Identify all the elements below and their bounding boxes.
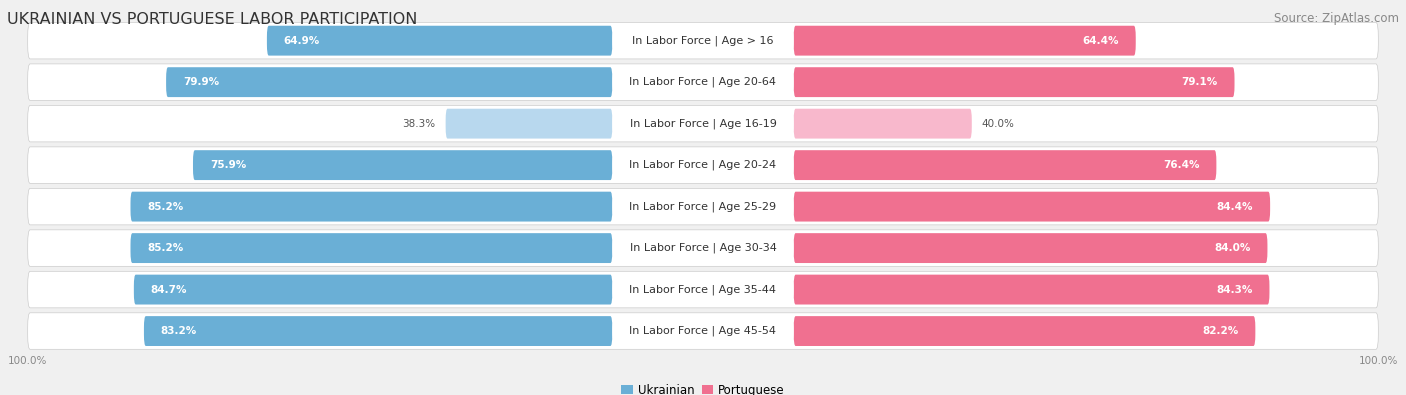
FancyBboxPatch shape (28, 271, 1378, 308)
FancyBboxPatch shape (28, 230, 1378, 266)
FancyBboxPatch shape (794, 150, 1216, 180)
FancyBboxPatch shape (193, 150, 612, 180)
Text: 75.9%: 75.9% (209, 160, 246, 170)
FancyBboxPatch shape (794, 192, 1270, 222)
FancyBboxPatch shape (794, 109, 972, 139)
Text: In Labor Force | Age 20-24: In Labor Force | Age 20-24 (630, 160, 776, 170)
FancyBboxPatch shape (794, 316, 1256, 346)
FancyBboxPatch shape (612, 281, 794, 298)
Text: 82.2%: 82.2% (1202, 326, 1239, 336)
Legend: Ukrainian, Portuguese: Ukrainian, Portuguese (621, 384, 785, 395)
Text: 84.3%: 84.3% (1216, 284, 1253, 295)
FancyBboxPatch shape (612, 240, 794, 256)
Text: UKRAINIAN VS PORTUGUESE LABOR PARTICIPATION: UKRAINIAN VS PORTUGUESE LABOR PARTICIPAT… (7, 12, 418, 27)
Text: 76.4%: 76.4% (1163, 160, 1199, 170)
FancyBboxPatch shape (612, 32, 794, 49)
FancyBboxPatch shape (794, 275, 1270, 305)
FancyBboxPatch shape (612, 157, 794, 173)
FancyBboxPatch shape (267, 26, 612, 56)
Text: 85.2%: 85.2% (148, 243, 184, 253)
FancyBboxPatch shape (446, 109, 612, 139)
Text: 84.7%: 84.7% (150, 284, 187, 295)
FancyBboxPatch shape (143, 316, 612, 346)
FancyBboxPatch shape (794, 233, 1267, 263)
Text: In Labor Force | Age 45-54: In Labor Force | Age 45-54 (630, 326, 776, 336)
Text: Source: ZipAtlas.com: Source: ZipAtlas.com (1274, 12, 1399, 25)
Text: 38.3%: 38.3% (402, 118, 436, 129)
FancyBboxPatch shape (28, 64, 1378, 100)
Text: In Labor Force | Age 16-19: In Labor Force | Age 16-19 (630, 118, 776, 129)
Text: 83.2%: 83.2% (160, 326, 197, 336)
Text: In Labor Force | Age 30-34: In Labor Force | Age 30-34 (630, 243, 776, 253)
Text: 84.4%: 84.4% (1216, 201, 1253, 212)
Text: 79.9%: 79.9% (183, 77, 219, 87)
FancyBboxPatch shape (166, 67, 612, 97)
FancyBboxPatch shape (134, 275, 612, 305)
FancyBboxPatch shape (28, 188, 1378, 225)
FancyBboxPatch shape (131, 192, 612, 222)
FancyBboxPatch shape (794, 67, 1234, 97)
FancyBboxPatch shape (28, 313, 1378, 349)
FancyBboxPatch shape (794, 26, 1136, 56)
Text: 85.2%: 85.2% (148, 201, 184, 212)
FancyBboxPatch shape (612, 74, 794, 90)
FancyBboxPatch shape (28, 23, 1378, 59)
Text: 100.0%: 100.0% (1360, 356, 1399, 366)
FancyBboxPatch shape (612, 198, 794, 215)
Text: In Labor Force | Age > 16: In Labor Force | Age > 16 (633, 36, 773, 46)
Text: 84.0%: 84.0% (1215, 243, 1251, 253)
Text: 100.0%: 100.0% (7, 356, 46, 366)
Text: 64.4%: 64.4% (1083, 36, 1119, 46)
Text: In Labor Force | Age 20-64: In Labor Force | Age 20-64 (630, 77, 776, 87)
Text: 79.1%: 79.1% (1181, 77, 1218, 87)
FancyBboxPatch shape (28, 105, 1378, 142)
FancyBboxPatch shape (28, 147, 1378, 183)
FancyBboxPatch shape (612, 115, 794, 132)
Text: In Labor Force | Age 35-44: In Labor Force | Age 35-44 (630, 284, 776, 295)
FancyBboxPatch shape (612, 323, 794, 339)
Text: 64.9%: 64.9% (284, 36, 321, 46)
Text: In Labor Force | Age 25-29: In Labor Force | Age 25-29 (630, 201, 776, 212)
Text: 40.0%: 40.0% (981, 118, 1015, 129)
FancyBboxPatch shape (131, 233, 612, 263)
